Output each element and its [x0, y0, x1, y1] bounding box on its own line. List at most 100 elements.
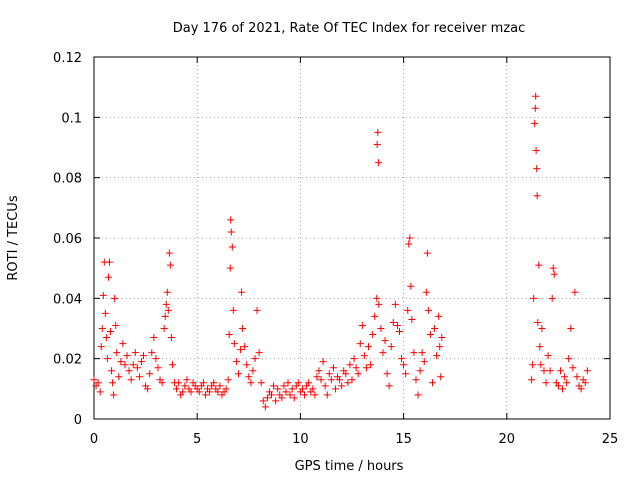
y-tick-label: 0.12	[53, 51, 82, 66]
data-point	[144, 385, 152, 393]
data-point	[375, 300, 383, 308]
data-point	[336, 376, 344, 384]
data-point	[129, 361, 137, 369]
data-point	[317, 376, 325, 384]
x-tick-label: 25	[602, 432, 619, 447]
data-point	[164, 306, 172, 314]
data-point	[360, 352, 368, 360]
data-point	[229, 306, 237, 314]
data-point	[319, 358, 327, 366]
data-point	[313, 373, 321, 381]
data-point	[268, 391, 276, 399]
data-point	[101, 309, 109, 317]
data-point	[127, 376, 135, 384]
x-axis-label: GPS time / hours	[295, 459, 404, 474]
data-point	[278, 394, 286, 402]
data-point	[234, 370, 242, 378]
data-point	[528, 376, 536, 384]
y-tick-label: 0.04	[53, 292, 82, 307]
data-point	[536, 343, 544, 351]
data-point	[416, 367, 424, 375]
data-point	[214, 388, 222, 396]
data-point	[280, 382, 288, 390]
data-point	[433, 352, 441, 360]
data-point	[165, 249, 173, 257]
data-point	[342, 370, 350, 378]
data-point	[257, 379, 265, 387]
data-point	[216, 382, 224, 390]
data-point	[385, 382, 393, 390]
data-point	[119, 340, 127, 348]
data-point	[160, 325, 168, 332]
x-tick-label: 10	[292, 432, 309, 447]
data-point	[162, 300, 170, 308]
data-point	[311, 391, 319, 399]
data-point	[115, 373, 123, 381]
data-point	[284, 379, 292, 387]
data-point	[241, 343, 249, 351]
data-point	[199, 379, 207, 387]
data-point	[255, 349, 263, 357]
data-point	[195, 388, 203, 396]
data-point	[148, 349, 156, 357]
data-point	[163, 288, 171, 296]
data-point	[354, 370, 362, 378]
data-point	[567, 325, 575, 332]
data-point	[96, 388, 104, 396]
data-point	[546, 367, 554, 375]
data-point	[181, 382, 189, 390]
data-point	[290, 394, 298, 402]
y-tick-label: 0.02	[53, 353, 82, 368]
axis-ticks	[93, 56, 611, 420]
data-point	[437, 373, 445, 381]
data-point	[530, 294, 538, 302]
data-point	[206, 388, 214, 396]
data-point	[294, 379, 302, 387]
y-tick-label: 0.1	[61, 111, 82, 126]
data-point	[358, 321, 366, 329]
data-point	[549, 264, 557, 272]
data-point	[125, 367, 133, 375]
data-point	[374, 128, 382, 136]
data-point	[410, 349, 418, 357]
data-point	[109, 379, 117, 387]
data-point	[435, 312, 443, 320]
data-point	[379, 349, 387, 357]
data-point	[107, 328, 115, 336]
data-point	[251, 355, 259, 363]
data-point	[224, 376, 232, 384]
x-tick-label: 5	[193, 432, 201, 447]
y-axis-label: ROTI / TECUs	[6, 195, 21, 280]
data-point	[577, 385, 585, 393]
data-point	[103, 355, 111, 363]
data-point	[123, 352, 131, 360]
y-tick-label: 0	[74, 413, 82, 428]
data-point	[325, 370, 333, 378]
data-point	[374, 159, 382, 167]
data-point	[331, 385, 339, 393]
data-points	[90, 92, 591, 411]
data-point	[150, 334, 158, 342]
data-point	[356, 340, 364, 348]
data-point	[232, 358, 240, 366]
data-point	[245, 373, 253, 381]
data-point	[407, 282, 415, 290]
data-point	[110, 391, 118, 399]
data-point	[556, 367, 564, 375]
y-tick-label: 0.08	[53, 172, 82, 187]
data-point	[111, 294, 119, 302]
data-point	[408, 315, 416, 323]
data-point	[108, 367, 116, 375]
data-point	[338, 382, 346, 390]
data-point	[210, 379, 218, 387]
data-point	[183, 376, 191, 384]
data-point	[249, 367, 257, 375]
data-point	[531, 119, 539, 127]
data-point	[179, 388, 187, 396]
data-point	[152, 355, 160, 363]
data-point	[424, 306, 432, 314]
y-tick-label: 0.06	[53, 232, 82, 247]
data-point	[389, 318, 397, 326]
data-point	[381, 337, 389, 345]
data-point	[102, 334, 110, 342]
